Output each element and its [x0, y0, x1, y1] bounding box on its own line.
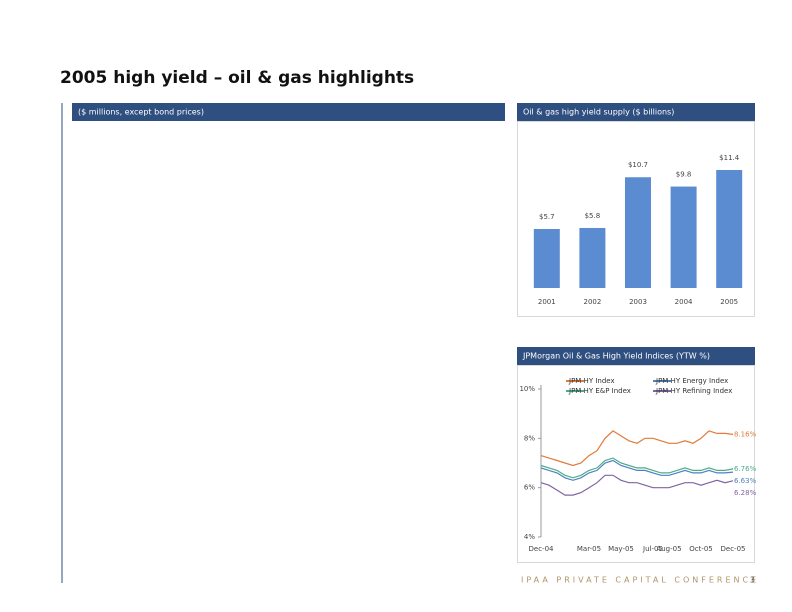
- page-number: 3: [750, 576, 755, 585]
- bar: [533, 229, 560, 288]
- left-header-bar: [72, 103, 505, 121]
- bar-value-label: $9.8: [676, 171, 692, 179]
- bar-header-bar: [517, 103, 755, 121]
- x-tick-label: Dec-04: [529, 545, 555, 553]
- bar-chart-title: Oil & gas high yield supply ($ billions): [523, 108, 674, 117]
- end-label: 6.63%: [734, 477, 757, 485]
- line-header-bar: [517, 347, 755, 365]
- bar-value-label: $5.8: [585, 212, 601, 220]
- series-line: [540, 457, 734, 479]
- y-tick-label: 4%: [524, 533, 535, 541]
- x-tick-label: Jul-05: [642, 545, 663, 553]
- y-tick-label: 10%: [519, 385, 535, 393]
- line-chart-title: JPMorgan Oil & Gas High Yield Indices (Y…: [522, 352, 710, 361]
- y-tick-label: 8%: [524, 434, 535, 442]
- bar: [716, 170, 743, 288]
- end-label: 6.76%: [734, 465, 757, 473]
- left-header: ($ millions, except bond prices): [78, 108, 204, 117]
- end-label: 6.28%: [734, 489, 757, 497]
- bar: [579, 227, 606, 288]
- x-tick-label: Mar-05: [577, 545, 601, 553]
- footer: IPAA PRIVATE CAPITAL CONFERENCE: [521, 576, 759, 585]
- line-chart-frame: [517, 365, 755, 563]
- x-tick-label: 2004: [675, 298, 693, 306]
- legend-label: JPM HY Index: [568, 377, 615, 385]
- bar: [670, 186, 697, 288]
- x-tick-label: 2001: [538, 298, 556, 306]
- bar: [625, 177, 651, 288]
- bar-value-label: $11.4: [719, 154, 740, 162]
- bar-value-label: $10.7: [628, 161, 648, 169]
- series-line: [540, 474, 734, 496]
- x-tick-label: Aug-05: [656, 545, 681, 553]
- x-tick-label: Oct-05: [689, 545, 713, 553]
- x-tick-label: 2005: [720, 298, 738, 306]
- x-tick-label: 2003: [629, 298, 647, 306]
- series-line: [540, 430, 734, 467]
- x-tick-label: May-05: [608, 545, 634, 553]
- legend-label: JPM HY Refining Index: [655, 387, 732, 395]
- slide-title: 2005 high yield – oil & gas highlights: [60, 68, 414, 88]
- legend-label: JPM HY E&P Index: [568, 387, 631, 395]
- bar-value-label: $5.7: [539, 213, 555, 221]
- end-label: 8.16%: [734, 430, 757, 438]
- series-line: [540, 459, 734, 481]
- x-tick-label: 2002: [583, 298, 601, 306]
- y-tick-label: 6%: [524, 484, 535, 492]
- x-tick-label: Dec-05: [721, 545, 746, 553]
- legend-label: JPM HY Energy Index: [655, 377, 728, 385]
